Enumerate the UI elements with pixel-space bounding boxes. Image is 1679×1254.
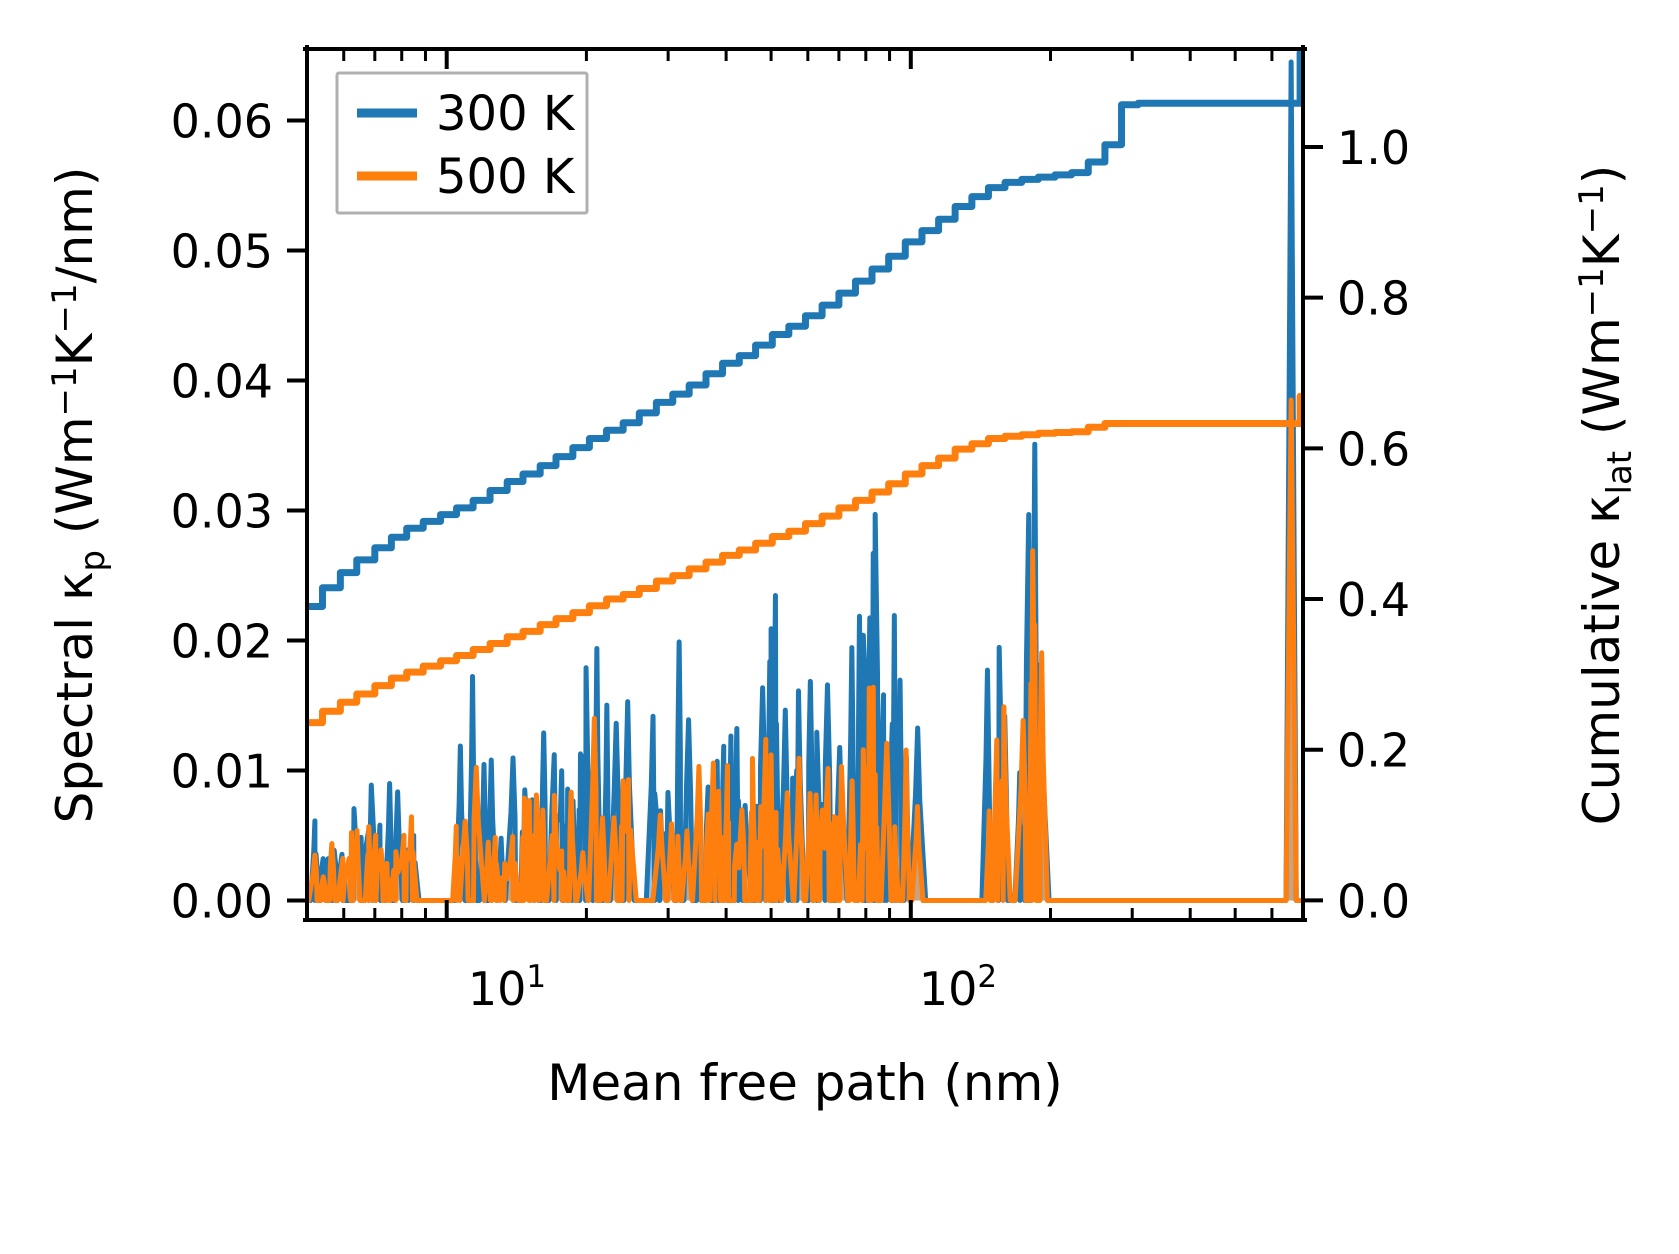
right-axis-title-unit-close: ) <box>1573 165 1631 185</box>
x-tick-100-base: 10 <box>919 962 978 1016</box>
legend-label-500k: 500 K <box>436 149 576 205</box>
right-axis-title-unit-open: (Wm <box>1573 317 1631 451</box>
x-tick-100-exponent: 2 <box>977 959 997 995</box>
cumulative-line-300k <box>305 49 1305 611</box>
left-axis-title-unit-close: /nm) <box>46 167 104 284</box>
y-left-tick-label: 0.03 <box>171 485 273 539</box>
y-left-tick-label: 0.04 <box>171 355 273 409</box>
left-axis-title-unit-open: (Wm <box>46 416 104 550</box>
axis-tick-labels-group: 0.00 0.01 0.02 0.03 0.04 0.05 0.06 0.0 0.2 0.4 0.6… <box>171 95 1411 929</box>
left-axis-title-sup1: −1 <box>45 366 85 416</box>
left-axis-title-unit-k: K <box>46 332 104 366</box>
spectral-line-group <box>305 59 1305 903</box>
left-axis-title-main: Spectral κ <box>46 572 104 824</box>
y-right-tick-label: 0.8 <box>1337 272 1410 326</box>
right-axis-title-sub: lat <box>1600 451 1640 495</box>
y-left-tick-label: 0.02 <box>171 615 273 669</box>
y-right-tick-label: 0.0 <box>1337 874 1410 928</box>
y-left-tick-label: 0.06 <box>171 95 273 149</box>
x-tick-10-exponent: 1 <box>526 959 546 995</box>
cumulative-line-group <box>305 49 1305 727</box>
right-axis-title-sup2: −1 <box>1572 184 1612 234</box>
right-axis-title-main: Cumulative κ <box>1573 494 1631 825</box>
legend[interactable]: 300 K 500 K <box>335 71 589 215</box>
left-axis-title-sub: p <box>73 550 113 572</box>
y-right-tick-label: 1.0 <box>1337 121 1410 175</box>
right-axis-title-unit-k: K <box>1573 233 1631 267</box>
y-left-tick-label: 0.01 <box>171 745 273 799</box>
x-tick-label-10: 101 <box>468 959 546 1016</box>
right-axis-title-sup1: −1 <box>1572 267 1612 317</box>
svg-text:Cumulative κlat (Wm−1K−1): Cumulative κlat (Wm−1K−1) <box>1572 165 1640 825</box>
cumulative-line-500k <box>305 392 1305 727</box>
legend-label-300k: 300 K <box>436 86 576 142</box>
y-right-tick-label: 0.2 <box>1337 724 1410 778</box>
left-axis-title: Spectral κp (Wm−1K−1/nm) <box>45 167 113 824</box>
y-left-tick-label: 0.05 <box>171 225 273 279</box>
axis-ticks-group <box>287 49 1323 920</box>
x-tick-10-base: 10 <box>468 962 527 1016</box>
y-left-tick-label: 0.00 <box>171 875 273 929</box>
right-axis-title: Cumulative κlat (Wm−1K−1) <box>1572 165 1640 825</box>
y-right-tick-label: 0.6 <box>1337 422 1410 476</box>
svg-text:Spectral κp (Wm−1K−1/nm): Spectral κp (Wm−1K−1/nm) <box>45 167 113 824</box>
left-axis-title-sup2: −1 <box>45 283 85 333</box>
y-right-tick-label: 0.4 <box>1337 573 1410 627</box>
x-axis-title: Mean free path (nm) <box>547 1054 1063 1112</box>
x-tick-label-100: 102 <box>919 959 997 1016</box>
spectral-line-500k <box>305 397 1305 903</box>
